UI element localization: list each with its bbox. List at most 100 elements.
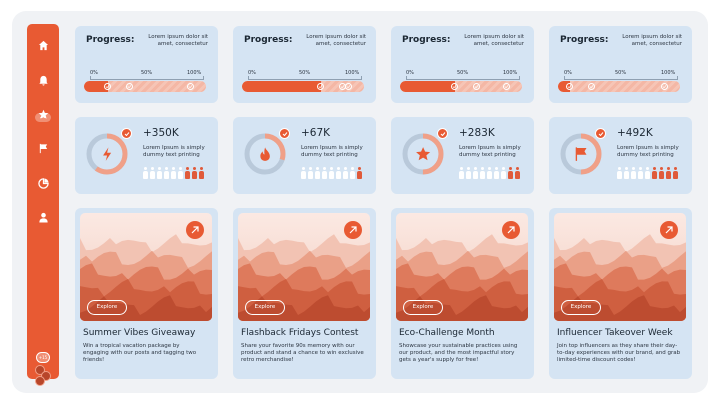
lightning-icon <box>103 147 112 161</box>
stat-card: +350K Lorem Ipsum is simply dummy text pr… <box>75 117 218 194</box>
bell-icon <box>38 75 48 86</box>
arrow-up-right-icon <box>191 226 199 234</box>
pie-chart-icon <box>37 177 49 189</box>
stat-card: +492K Lorem Ipsum is simply dummy text pr… <box>549 117 692 194</box>
person-icon <box>150 167 155 179</box>
verified-badge <box>595 128 606 139</box>
stat-description: Lorem Ipsum is simply dummy text printin… <box>143 145 205 158</box>
progress-scale: 0% 50% 100% <box>244 70 364 80</box>
progress-title: Progress: <box>244 35 293 45</box>
sidebar-item-analytics[interactable] <box>27 174 59 192</box>
progress-bar[interactable] <box>400 81 522 92</box>
check-icon <box>127 85 132 89</box>
check-icon <box>474 85 479 89</box>
sidebar-item-flags[interactable] <box>27 139 59 157</box>
stat-card: +67K Lorem Ipsum is simply dummy text pri… <box>233 117 376 194</box>
milestone-marker <box>588 83 596 90</box>
open-link-button[interactable] <box>502 221 520 239</box>
person-icon <box>624 167 629 179</box>
fire-icon <box>260 147 270 161</box>
progress-title: Progress: <box>402 35 451 45</box>
person-icon <box>459 167 464 179</box>
person-icon <box>157 167 162 179</box>
person-icon <box>301 167 306 179</box>
scale-tick-label: 50% <box>141 70 153 76</box>
people-indicator <box>617 167 678 179</box>
scale-tick-label: 100% <box>661 70 676 76</box>
progress-handle[interactable] <box>104 83 112 90</box>
person-icon <box>308 167 313 179</box>
stat-description: Lorem Ipsum is simply dummy text printin… <box>617 145 679 158</box>
stat-value: +67K <box>301 127 331 139</box>
progress-handle[interactable] <box>566 83 574 90</box>
stat-value: +350K <box>143 127 179 139</box>
person-icon <box>515 167 520 179</box>
contest-title: Influencer Takeover Week <box>557 328 673 338</box>
star-icon <box>416 147 431 161</box>
person-icon <box>652 167 657 179</box>
scale-tick-label: 100% <box>345 70 360 76</box>
progress-bar[interactable] <box>84 81 206 92</box>
scale-tick-label: 50% <box>299 70 311 76</box>
person-icon <box>659 167 664 179</box>
progress-bar[interactable] <box>242 81 364 92</box>
person-icon <box>192 167 197 179</box>
contest-title: Flashback Fridays Contest <box>241 328 359 338</box>
explore-button[interactable]: Explore <box>245 300 285 315</box>
sidebar-item-notifications[interactable] <box>27 71 59 89</box>
forest-image: Explore <box>554 213 686 321</box>
progress-handle[interactable] <box>317 83 325 90</box>
explore-button[interactable]: Explore <box>561 300 601 315</box>
check-icon <box>340 85 345 89</box>
user-icon <box>38 212 48 223</box>
check-icon <box>662 85 667 89</box>
check-icon <box>567 85 572 89</box>
person-icon <box>466 167 471 179</box>
contest-title: Eco-Challenge Month <box>399 328 495 338</box>
explore-button[interactable]: Explore <box>403 300 443 315</box>
progress-handle[interactable] <box>450 83 458 90</box>
open-link-button[interactable] <box>660 221 678 239</box>
avatar <box>35 365 45 375</box>
person-icon <box>666 167 671 179</box>
progress-title: Progress: <box>560 35 609 45</box>
progress-bar[interactable] <box>558 81 680 92</box>
sidebar-item-profile[interactable] <box>27 208 59 226</box>
progress-title: Progress: <box>86 35 135 45</box>
check-icon <box>282 132 288 137</box>
more-users-badge[interactable]: +15 <box>36 352 50 363</box>
sidebar-item-home[interactable] <box>27 36 59 54</box>
contest-description: Join top influencers as they share their… <box>557 343 681 363</box>
milestone-marker <box>187 83 195 90</box>
explore-button[interactable]: Explore <box>87 300 127 315</box>
stat-value: +492K <box>617 127 653 139</box>
person-icon <box>357 167 362 179</box>
user-avatars[interactable] <box>35 365 53 387</box>
scale-line <box>90 76 204 80</box>
arrow-up-right-icon <box>349 226 357 234</box>
star-icon <box>38 109 48 119</box>
sidebar-item-favorites[interactable] <box>27 105 59 123</box>
scale-line <box>406 76 520 80</box>
open-link-button[interactable] <box>186 221 204 239</box>
notification-badge: 25 <box>35 113 51 122</box>
progress-card: Progress: Lorem ipsum dolor sit amet, con… <box>233 26 376 103</box>
stat-ring <box>85 132 129 176</box>
check-icon <box>105 85 110 89</box>
stat-description: Lorem Ipsum is simply dummy text printin… <box>301 145 363 158</box>
home-icon <box>38 40 48 50</box>
stat-card: +283K Lorem Ipsum is simply dummy text pr… <box>391 117 534 194</box>
sidebar: 25 +15 <box>27 24 59 386</box>
contest-description: Showcase your sustainable practices usin… <box>399 343 518 363</box>
person-icon <box>494 167 499 179</box>
forest-image: Explore <box>80 213 212 321</box>
scale-tick-label: 0% <box>406 70 414 76</box>
progress-description: Lorem ipsum dolor sit amet, consectetur <box>148 34 208 47</box>
check-icon <box>188 85 193 89</box>
contest-card: Explore Flashback Fridays Contest Share yo… <box>233 208 376 379</box>
people-indicator <box>459 167 520 179</box>
open-link-button[interactable] <box>344 221 362 239</box>
person-icon <box>631 167 636 179</box>
arrow-up-right-icon <box>507 226 515 234</box>
check-icon <box>452 85 457 89</box>
